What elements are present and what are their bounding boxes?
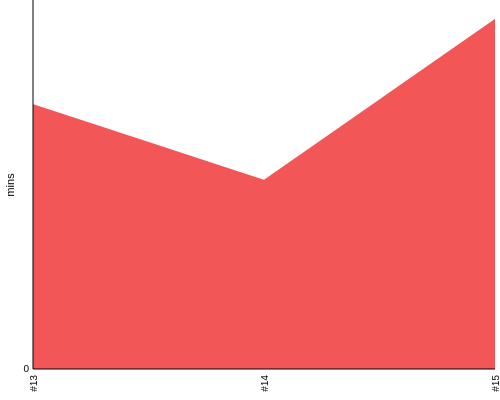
x-tick-label: #15 <box>491 375 500 392</box>
y-axis-ticks: 0 <box>23 364 29 375</box>
y-axis-label: mins <box>5 173 17 197</box>
x-axis-ticks: #13 #14 #15 <box>29 375 500 392</box>
y-tick-label: 0 <box>23 364 29 375</box>
plot-area <box>33 18 495 370</box>
x-tick-label: #13 <box>29 375 40 392</box>
x-tick-label: #14 <box>260 375 271 392</box>
area-series <box>33 18 495 370</box>
